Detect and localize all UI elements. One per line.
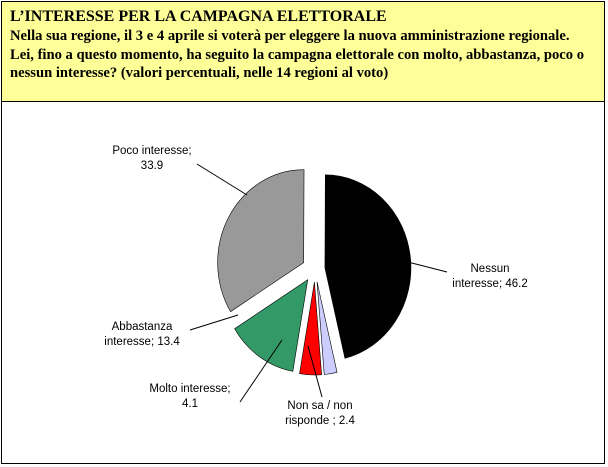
leader-line (307, 345, 323, 398)
slice-label: Non sa / non risponde ; 2.4 (285, 400, 355, 427)
header-box: L’INTERESSE PER LA CAMPAGNA ELETTORALE N… (2, 2, 604, 102)
slice-labels: Nessun interesse; 46.2 Non sa / non rispond… (104, 145, 527, 427)
leader-lines (189, 163, 448, 403)
leader-line (239, 339, 283, 403)
slice-label-line: Nessun (471, 263, 510, 275)
slice-label-line: Poco interesse; (112, 145, 191, 157)
leader-line (196, 163, 248, 196)
survey-question: Nella sua regione, il 3 e 4 aprile si vo… (10, 28, 584, 81)
pie-slice (234, 279, 309, 372)
slice-label: Poco interesse; 33.9 (112, 145, 191, 172)
slice-label-line: Non sa / non (287, 400, 352, 412)
slice-label-line: risponde ; 2.4 (285, 415, 355, 427)
chart-title: L’INTERESSE PER LA CAMPAGNA ELETTORALE (10, 8, 387, 25)
pie-slice (217, 169, 305, 313)
slice-label-line: 4.1 (182, 398, 198, 410)
slice-label-line: interesse; 13.4 (104, 336, 180, 348)
pie-chart: Nessun interesse; 46.2 Non sa / non rispond… (104, 145, 527, 427)
slice-label-line: interesse; 46.2 (452, 278, 527, 290)
leader-line (189, 314, 239, 331)
slice-label: Nessun interesse; 46.2 (452, 263, 527, 290)
pie-slices (217, 169, 412, 376)
slice-label-line: 33.9 (141, 160, 163, 172)
slice-label-line: Molto interesse; (149, 383, 230, 395)
slice-label: Molto interesse; 4.1 (149, 383, 230, 410)
slice-label: Abbastanza interesse; 13.4 (104, 321, 180, 348)
leader-line (399, 259, 448, 273)
pie-slice (324, 174, 412, 359)
slice-label-line: Abbastanza (112, 321, 173, 333)
pie-slice (299, 281, 322, 376)
pie-slice (316, 281, 338, 375)
